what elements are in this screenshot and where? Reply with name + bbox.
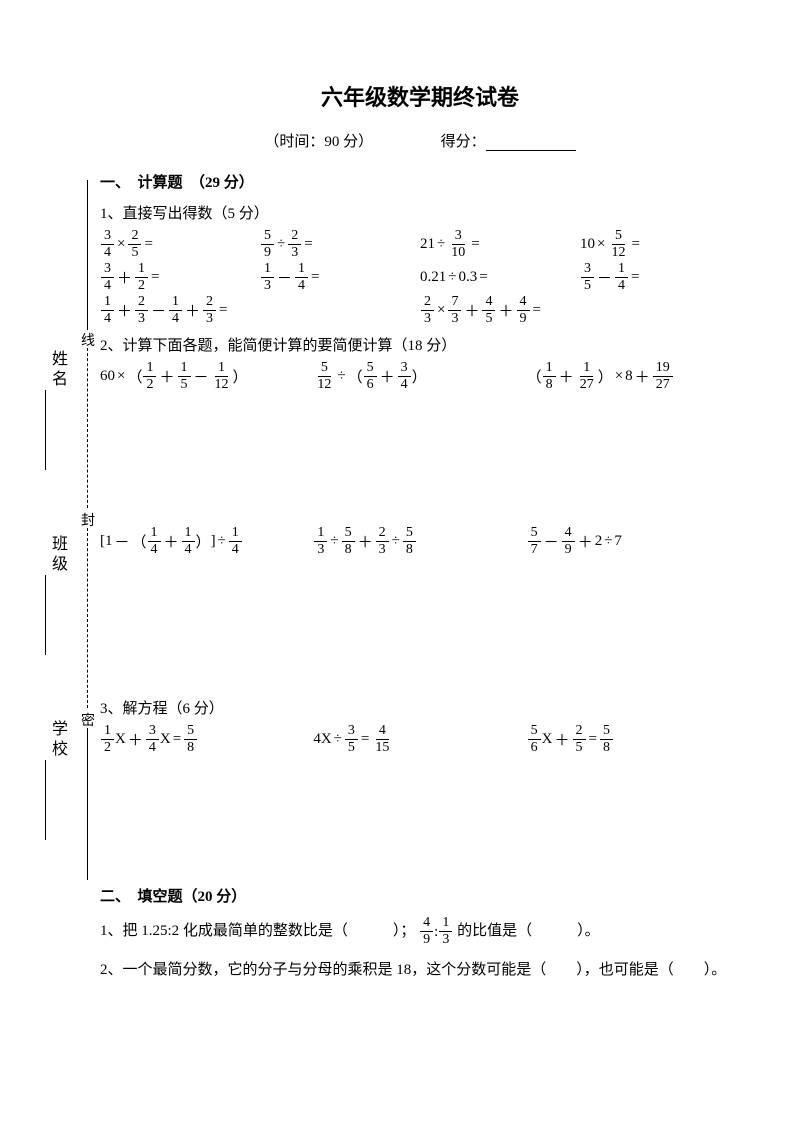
expr-60x: 60×（ 12 ＋ 15 － 112 ）	[100, 361, 248, 392]
expr-1/3-1/4: 13 － 14 =	[260, 262, 321, 293]
expr-21÷3/10: 21÷ 310 =	[420, 229, 482, 260]
section2-head: 二、 填空题（20 分）	[100, 885, 740, 906]
calc2-row-2: [1－（ 14 ＋ 14 ）]÷ 14 13 ÷ 58 ＋ 23 ÷ 58 57…	[100, 526, 740, 557]
expr-long1: 14 ＋ 23 － 14 ＋ 23 =	[100, 295, 230, 326]
expr-10x5/12: 10× 512 =	[580, 229, 642, 260]
page-body: 六年级数学期终试卷 （时间：90 分） 得分： 一、 计算题 （29 分） 1、…	[100, 80, 740, 993]
expr-5/9÷2/3: 59 ÷ 23 =	[260, 229, 315, 260]
strip-school: 学校	[45, 720, 69, 840]
eqn-2: 4X÷ 35 = 415	[313, 724, 393, 755]
expr-long2: 23 × 73 ＋ 45 ＋ 49 =	[420, 295, 543, 326]
binding-strip: 学校 班级 姓名 密 封 线	[35, 180, 95, 880]
calc-row-1: 34 × 25 = 59 ÷ 23 = 21÷ 310 = 10× 512 =	[100, 229, 740, 260]
section1-head: 一、 计算题 （29 分）	[100, 171, 740, 192]
seal-xian: 线	[81, 330, 95, 350]
expr-0.21÷0.3: 0.21÷0.3 =	[420, 269, 490, 286]
score-blank[interactable]	[486, 150, 576, 151]
eqn-row: 12 X＋ 34 X= 58 4X÷ 35 = 415 56 X＋ 25 = 5…	[100, 724, 740, 755]
expr-3/4x2/5: 34 × 25 =	[100, 229, 155, 260]
q2-label: 2、计算下面各题，能简便计算的要简便计算（18 分）	[100, 334, 740, 355]
eqn-1: 12 X＋ 34 X= 58	[100, 724, 198, 755]
meta-row: （时间：90 分） 得分：	[100, 130, 740, 151]
calc-row-2: 34 ＋ 12 = 13 － 14 = 0.21÷0.3 = 35 － 14 =	[100, 262, 740, 293]
strip-name: 姓名	[45, 350, 69, 470]
exam-title: 六年级数学期终试卷	[100, 80, 740, 112]
calc2-row-1: 60×（ 12 ＋ 15 － 112 ） 512 ÷（ 56 ＋ 34 ） （ …	[100, 361, 740, 392]
expr-3/4+1/2: 34 ＋ 12 =	[100, 262, 161, 293]
q3-label: 3、解方程（6 分）	[100, 697, 740, 718]
seal-feng: 封	[81, 510, 95, 530]
expr-1/8+1/27: （ 18 ＋ 127 ）×8 ＋ 1927	[527, 361, 674, 392]
seal-mi: 密	[81, 710, 95, 730]
calc-row-3: 14 ＋ 23 － 14 ＋ 23 = 23 × 73 ＋ 45 ＋ 49 =	[100, 295, 740, 326]
expr-3/5-1/4: 35 － 14 =	[580, 262, 641, 293]
expr-1/3÷5/8: 13 ÷ 58 ＋ 23 ÷ 58	[313, 526, 416, 557]
expr-5/12÷: 512 ÷（ 56 ＋ 34 ）	[313, 361, 426, 392]
fill-q1: 1、把 1.25:2 化成最简单的整数比是（ ）； 49 : 13 的比值是（ …	[100, 916, 740, 947]
expr-5/7-4/9: 57 － 49 ＋2÷7	[527, 526, 622, 557]
q1-label: 1、直接写出得数（5 分）	[100, 202, 740, 223]
strip-class: 班级	[45, 535, 69, 655]
eqn-3: 56 X＋ 25 = 58	[527, 724, 614, 755]
fill-q2: 2、一个最简分数，它的分子与分母的乘积是 18，这个分数可能是（ ），也可能是（…	[100, 955, 740, 985]
time-label: （时间：90 分）	[264, 134, 373, 150]
expr-bracket: [1－（ 14 ＋ 14 ）]÷ 14	[100, 526, 243, 557]
score-label: 得分：	[441, 134, 486, 150]
